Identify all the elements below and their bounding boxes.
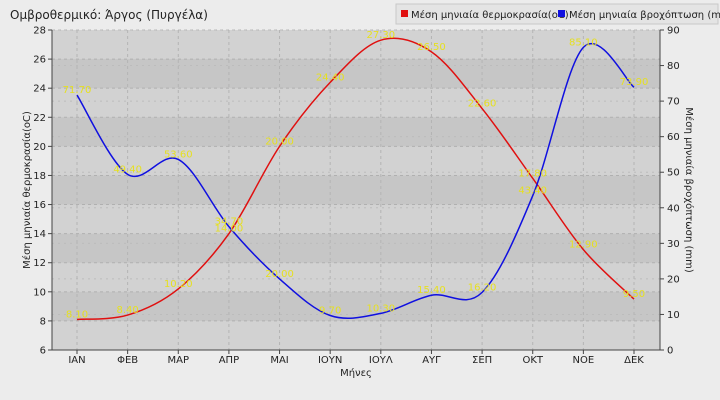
rainfall-line <box>76 43 635 320</box>
rainfall-data-label: 85.10 <box>569 37 598 48</box>
y-tick-label-left: 14 <box>33 229 46 240</box>
temperature-data-label: 8.10 <box>66 309 88 320</box>
rainfall-data-label: 15.40 <box>417 285 446 296</box>
x-tick-label: ΜΑΙ <box>270 355 288 366</box>
legend-swatch-rainfall <box>558 10 565 17</box>
temperature-data-label: 17.80 <box>518 168 547 179</box>
x-tick-label: ΔΕΚ <box>624 355 644 366</box>
temperature-data-label: 9.50 <box>623 289 645 300</box>
x-tick-label: ΙΟΥΝ <box>318 355 342 366</box>
temperature-data-label: 22.60 <box>468 99 497 110</box>
chart-title: Ομβροθερμικό: Άργος (Πυργέλα) <box>10 8 208 22</box>
y-tick-label-right: 0 <box>667 346 673 357</box>
y-axis-left-title: Μέση μηνιαία θερμοκρασία(oC) <box>21 111 33 269</box>
y-tick-label-right: 60 <box>667 132 680 143</box>
x-tick-label: ΜΑΡ <box>168 355 190 366</box>
rainfall-data-label: 16.20 <box>468 282 497 293</box>
temperature-data-label: 14.00 <box>215 224 244 235</box>
temperature-line <box>76 37 635 321</box>
rainfall-data-label: 20.00 <box>265 269 294 280</box>
legend: Μέση μηνιαία θερμοκρασία(oC) Μέση μηνιαί… <box>395 3 720 25</box>
rainfall-data-label: 34.70 <box>215 217 244 228</box>
y-tick-label-right: 80 <box>667 61 680 72</box>
x-tick-label: ΙΑΝ <box>68 355 85 366</box>
plot-background-bands <box>52 30 660 350</box>
plot-band <box>52 59 660 89</box>
x-tick-label: ΙΟΥΛ <box>369 355 393 366</box>
y-tick-label-left: 6 <box>40 346 46 357</box>
rainfall-data-label: 53.60 <box>164 149 193 160</box>
y-tick-label-right: 90 <box>667 26 680 37</box>
x-tick-label: ΦΕΒ <box>117 355 138 366</box>
y-tick-label-left: 20 <box>33 142 46 153</box>
data-labels: 8.10 8.40 10.20 14.00 20.00 24.40 27.30 26.50 22… <box>63 30 649 320</box>
y-axis-right-title: Μέση μηνιαία βροχόπτωση (mm) <box>683 107 695 273</box>
x-tick-label: ΣΕΠ <box>472 355 492 366</box>
plot-band <box>52 117 660 147</box>
y-tick-label-right: 30 <box>667 239 680 250</box>
y-tick-label-right: 10 <box>667 310 680 321</box>
temperature-data-label: 27.30 <box>366 30 395 41</box>
rainfall-data-label: 71.70 <box>63 85 92 96</box>
y-tick-label-right: 50 <box>667 168 680 179</box>
y-tick-label-right: 20 <box>667 274 680 285</box>
y-tick-label-left: 16 <box>33 200 46 211</box>
legend-box <box>395 3 719 25</box>
y-tick-label-left: 22 <box>33 113 46 124</box>
y-tick-label-left: 28 <box>33 26 46 37</box>
legend-label-rainfall: Μέση μηνιαία βροχόπτωση (mm) <box>569 9 720 21</box>
legend-label-temperature: Μέση μηνιαία θερμοκρασία(oC) <box>411 9 569 21</box>
y-tick-label-right: 40 <box>667 203 680 214</box>
temperature-data-label: 20.00 <box>265 136 294 147</box>
plot-band <box>52 291 660 321</box>
x-tick-label: ΝΟΕ <box>573 355 595 366</box>
plot-band <box>52 175 660 205</box>
y-tick-label-right: 70 <box>667 97 680 108</box>
temperature-data-label: 12.90 <box>569 240 598 251</box>
rainfall-data-label: 49.40 <box>113 164 142 175</box>
y-tick-label-left: 12 <box>33 258 46 269</box>
rainfall-data-label: 9.70 <box>319 306 341 317</box>
y-tick-label-left: 18 <box>33 171 46 182</box>
temperature-data-label: 10.20 <box>164 279 193 290</box>
x-tick-label: ΟΚΤ <box>522 355 543 366</box>
y-tick-label-left: 24 <box>33 84 46 95</box>
axes: 6 8 10 12 14 16 18 20 22 24 26 28 0 10 20 30 40 50 60 70 80 9… <box>33 26 679 367</box>
y-tick-label-left: 8 <box>40 316 46 327</box>
rainfall-data-label: 73.90 <box>620 77 649 88</box>
temperature-data-label: 26.50 <box>417 42 446 53</box>
y-tick-label-left: 26 <box>33 55 46 66</box>
x-tick-label: ΑΠΡ <box>219 355 239 366</box>
rainfall-data-label: 43.40 <box>518 186 547 197</box>
y-tick-label-left: 10 <box>33 287 46 298</box>
temperature-data-label: 8.40 <box>117 305 139 316</box>
x-tick-label: ΑΥΓ <box>422 355 441 366</box>
rainfall-data-label: 10.30 <box>366 303 395 314</box>
series-lines <box>76 37 635 321</box>
plot-band <box>52 233 660 263</box>
legend-swatch-temperature <box>401 10 408 17</box>
x-axis-title: Μήνες <box>340 367 372 379</box>
temperature-data-label: 24.40 <box>316 72 345 83</box>
